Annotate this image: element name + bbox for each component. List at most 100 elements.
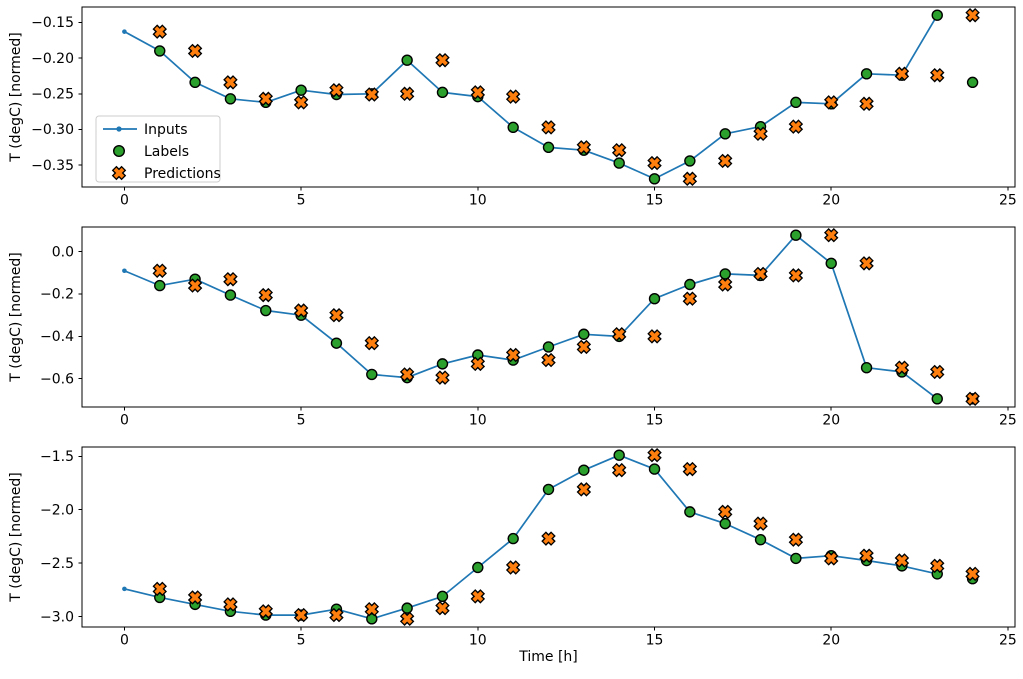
- predictions-marker: [187, 43, 203, 59]
- predictions-marker: [293, 95, 309, 110]
- x-marker-fill: [825, 229, 837, 241]
- predictions-marker: [470, 589, 486, 604]
- y-tick-label: 0.0: [52, 244, 74, 260]
- predictions-marker: [930, 558, 945, 574]
- x-marker-fill: [790, 270, 802, 281]
- x-marker-fill: [613, 464, 625, 476]
- labels-marker: [648, 173, 661, 185]
- x-tick-label: 25: [999, 633, 1017, 649]
- x-tick-label: 10: [469, 193, 487, 209]
- predictions-marker: [682, 171, 698, 187]
- predictions-marker: [541, 352, 556, 368]
- labels-marker: [472, 561, 484, 574]
- predictions-marker: [717, 277, 733, 292]
- predictions-marker: [647, 329, 662, 344]
- labels-marker: [578, 328, 590, 340]
- labels-marker: [224, 93, 237, 105]
- labels-marker: [436, 86, 449, 99]
- predictions-marker: [859, 256, 874, 271]
- labels-marker: [154, 45, 166, 57]
- predictions-marker: [399, 611, 415, 627]
- predictions-marker: [505, 89, 521, 104]
- x-tick-label: 20: [822, 633, 840, 649]
- x-tick-label: 25: [999, 413, 1017, 429]
- labels-marker: [825, 257, 837, 270]
- x-marker-fill: [790, 534, 802, 546]
- predictions-marker: [788, 268, 804, 283]
- x-tick-label: 25: [999, 193, 1017, 209]
- x-marker-fill: [295, 97, 307, 108]
- x-marker-fill: [967, 9, 978, 21]
- predictions-marker: [930, 67, 945, 83]
- predictions-marker: [364, 335, 380, 351]
- x-tick-label: 20: [822, 413, 840, 429]
- labels-marker: [401, 602, 413, 614]
- predictions-marker: [293, 303, 309, 318]
- legend-item-label: Inputs: [144, 122, 188, 138]
- predictions-marker: [611, 462, 627, 478]
- x-tick-label: 10: [469, 413, 487, 429]
- predictions-marker: [894, 360, 910, 375]
- x-axis-label: Time [h]: [518, 649, 578, 665]
- x-marker-fill: [437, 54, 448, 66]
- x-marker-fill: [295, 609, 307, 621]
- x-marker-fill: [225, 77, 236, 88]
- axes-border: [81, 6, 1016, 188]
- predictions-marker: [894, 553, 910, 568]
- labels-marker: [154, 279, 166, 292]
- x-tick-label: 15: [646, 193, 664, 209]
- x-marker-fill: [472, 591, 484, 602]
- predictions-marker: [470, 356, 486, 372]
- x-tick-label: 5: [297, 633, 306, 649]
- subplot-2: 0 5 10 15 20 25 0.0 −0.2 −0.4 −0.6 T (degC) [norme…: [8, 226, 1017, 429]
- x-marker-fill: [613, 328, 625, 340]
- x-tick-label: 5: [297, 193, 306, 209]
- predictions-marker: [505, 560, 521, 575]
- labels-marker: [790, 96, 802, 109]
- predictions-marker: [823, 227, 839, 243]
- axes-background: [82, 227, 1015, 407]
- predictions-marker: [753, 126, 768, 142]
- labels-marker: [542, 341, 555, 353]
- labels-marker: [719, 268, 731, 280]
- labels-marker: [401, 54, 413, 66]
- x-marker-fill: [260, 93, 272, 105]
- x-marker-fill: [154, 26, 166, 37]
- y-tick-label: −0.25: [31, 86, 74, 102]
- predictions-marker: [859, 96, 874, 112]
- y-tick-label: −0.20: [31, 51, 74, 67]
- x-marker-fill: [755, 268, 766, 280]
- labels-marker: [613, 157, 625, 169]
- predictions-marker: [470, 85, 486, 100]
- y-tick-label: −1.5: [40, 449, 74, 465]
- predictions-marker: [823, 551, 839, 566]
- x-marker-fill: [931, 366, 943, 378]
- labels-marker: [684, 506, 696, 518]
- x-marker-fill: [719, 155, 731, 167]
- predictions-marker: [435, 370, 450, 385]
- predictions-marker: [859, 548, 874, 563]
- x-marker-fill: [260, 605, 272, 617]
- predictions-marker: [576, 339, 592, 355]
- x-marker-fill: [931, 560, 943, 572]
- subplot-1: 0 5 10 15 20 25 −0.15 −0.20 −0.25 −0.30 −0.35 T (de…: [8, 6, 1017, 209]
- x-marker-fill: [366, 337, 378, 349]
- labels-marker: [754, 533, 767, 546]
- predictions-marker: [823, 95, 839, 110]
- x-marker-fill: [331, 309, 342, 321]
- labels-marker: [648, 463, 661, 475]
- axes-border: [81, 226, 1016, 408]
- x-marker-fill: [507, 91, 519, 102]
- predictions-marker: [223, 597, 238, 612]
- x-marker-fill: [154, 265, 166, 277]
- predictions-marker: [223, 271, 238, 287]
- x-marker-fill: [649, 449, 660, 461]
- x-marker-fill: [684, 293, 696, 305]
- x-marker-fill: [896, 362, 908, 374]
- x-marker-fill: [472, 87, 484, 98]
- predictions-marker: [894, 66, 910, 82]
- inputs-point: [122, 268, 127, 274]
- legend-predictions-sample: [111, 165, 127, 181]
- predictions-marker: [152, 24, 167, 39]
